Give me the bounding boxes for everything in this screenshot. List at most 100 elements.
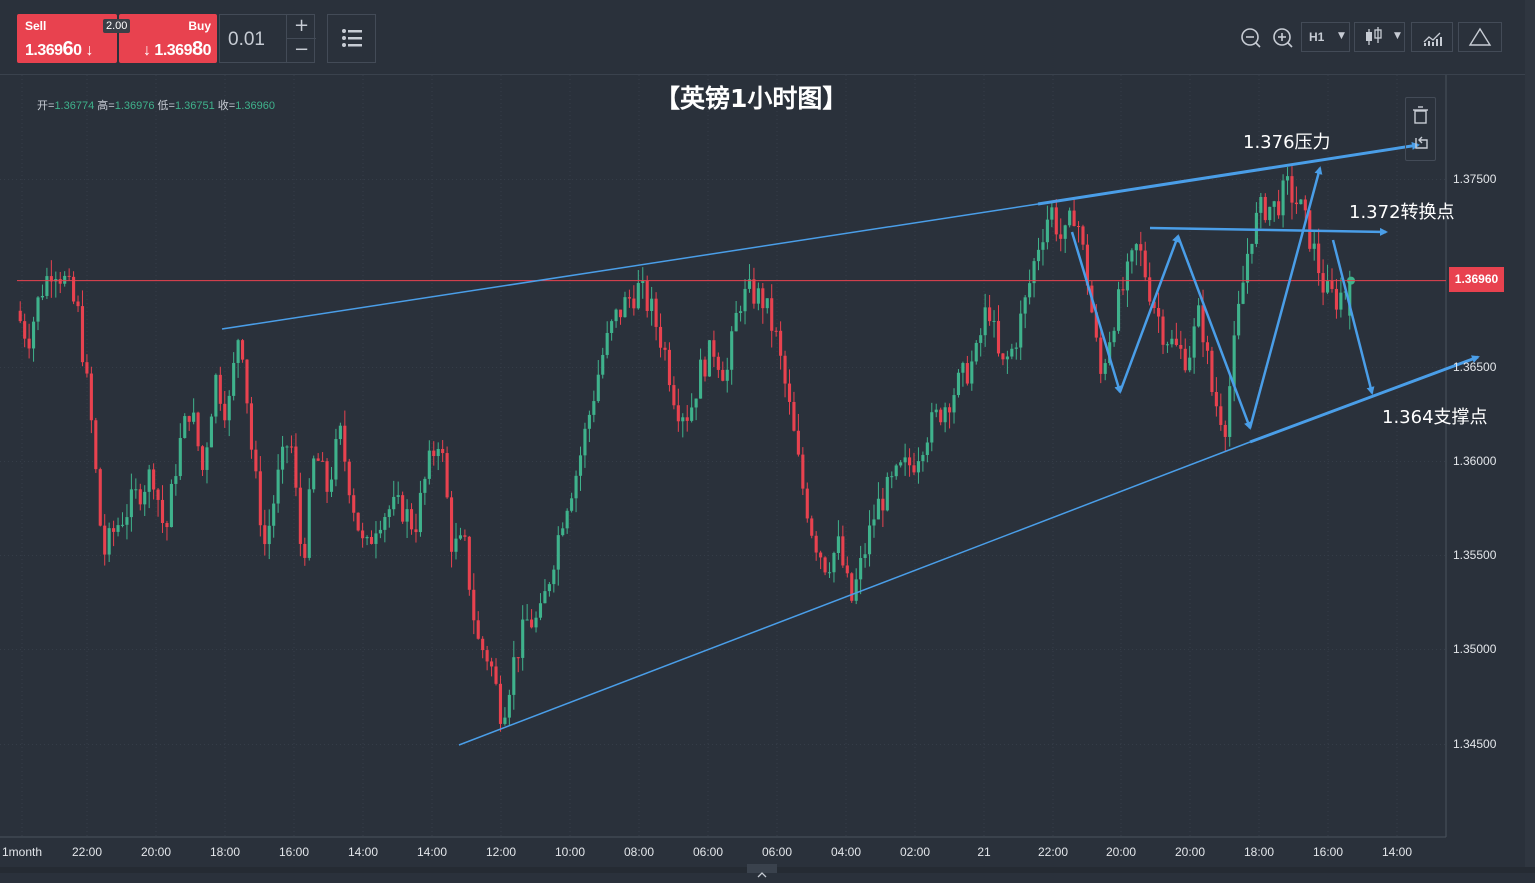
candle-body	[810, 518, 814, 536]
candle-body	[730, 331, 734, 370]
candle-body	[819, 552, 823, 558]
candle-body	[449, 497, 454, 552]
quantity-input[interactable]: 0.01	[228, 29, 265, 50]
candle-body	[921, 455, 925, 462]
candle-body	[427, 450, 431, 479]
pivot-line	[1149, 226, 1388, 236]
candle-body	[827, 572, 832, 574]
buy-label: Buy	[188, 19, 211, 33]
zoom-out-button[interactable]	[1238, 22, 1264, 52]
candle-body	[988, 307, 992, 322]
candle-body	[952, 395, 956, 413]
candle-body	[787, 383, 792, 402]
candle-body	[792, 401, 796, 431]
candle-body	[1205, 342, 1210, 351]
trash-icon[interactable]	[1406, 100, 1435, 130]
timeframe-select[interactable]: H1 ▼	[1301, 22, 1350, 52]
candle-body	[1223, 424, 1227, 437]
candle-body	[672, 385, 676, 406]
candle-body	[285, 446, 289, 448]
wave-arrow	[1118, 234, 1180, 393]
candle-body	[258, 471, 262, 526]
candle-body	[205, 447, 209, 470]
candle-body	[1059, 234, 1063, 239]
candle-body	[770, 298, 774, 331]
time-tick-label: 22:00	[71, 845, 103, 859]
candle-body	[160, 499, 165, 524]
candle-body	[1192, 326, 1196, 358]
candle-body	[663, 347, 667, 350]
buy-price: ↓ 1.36980	[142, 38, 212, 60]
quantity-plus-button[interactable]: +	[286, 15, 316, 39]
candle-body	[272, 503, 276, 526]
panel-resize-handle[interactable]	[747, 864, 777, 878]
timeframe-label: H1	[1309, 30, 1325, 44]
sell-button[interactable]: Sell 1.36960 ↓	[17, 14, 117, 63]
price-tick-label: 1.35500	[1453, 547, 1497, 562]
candle-body	[916, 461, 921, 473]
zoom-out-icon	[1241, 28, 1261, 48]
candle-body	[516, 657, 520, 659]
candle-body	[979, 335, 983, 343]
orders-menu-button[interactable]	[327, 14, 376, 63]
candle-body	[63, 275, 67, 284]
time-tick-label: 14:00	[1381, 845, 1413, 859]
candle-body	[1321, 273, 1325, 293]
candle-body	[752, 279, 756, 304]
candle-body	[1277, 201, 1281, 216]
candle-body	[329, 479, 334, 492]
candle-body	[1188, 357, 1192, 371]
drawing-tools-button[interactable]	[1458, 22, 1502, 52]
candle-body	[747, 279, 752, 289]
candle-body	[681, 417, 685, 422]
price-tick-label: 1.34500	[1453, 736, 1497, 751]
candle-body	[1197, 305, 1201, 327]
candle-body	[178, 437, 182, 477]
candle-body	[472, 589, 476, 621]
zoom-in-button[interactable]	[1270, 22, 1296, 52]
chart-type-select[interactable]: ▼	[1354, 22, 1405, 52]
candle-body	[27, 338, 31, 349]
candle-body	[236, 340, 240, 363]
candle-body	[454, 538, 458, 552]
chart-background	[0, 75, 1446, 837]
candle-body	[1125, 261, 1129, 291]
candle-body	[578, 455, 583, 476]
candle-body	[841, 536, 845, 566]
candle-body	[89, 373, 93, 421]
candle-body	[801, 454, 805, 489]
time-tick-label: 06:00	[761, 845, 793, 859]
candle-body	[418, 492, 422, 533]
candle-body	[912, 465, 916, 473]
candle-body	[405, 509, 409, 522]
candle-body	[1108, 342, 1112, 364]
candle-body	[939, 409, 943, 423]
candle-body	[570, 498, 574, 511]
trend-drawings[interactable]	[221, 141, 1480, 746]
candle-body	[85, 362, 89, 374]
candle-body	[445, 453, 449, 498]
candle-body	[867, 525, 872, 555]
candle-body	[961, 363, 965, 373]
wave-arrow	[1248, 166, 1323, 429]
candle-body	[356, 512, 360, 531]
buy-button[interactable]: Buy ↓ 1.36980	[119, 14, 217, 63]
down-arrow-icon: ↓	[85, 42, 94, 59]
indicators-button[interactable]	[1411, 22, 1453, 52]
candle-body	[1157, 308, 1161, 317]
candle-body	[436, 448, 440, 457]
candle-body	[512, 657, 516, 695]
right-scrollbar[interactable]	[1525, 0, 1535, 873]
reset-icon[interactable]	[1406, 130, 1435, 160]
candle-body	[45, 276, 49, 296]
time-tick-label: 14:00	[416, 845, 448, 859]
candle-body	[281, 446, 285, 470]
candle-body	[325, 461, 329, 492]
candle-body	[925, 442, 929, 456]
candle-body	[823, 557, 827, 573]
quantity-minus-button[interactable]: −	[286, 39, 316, 62]
candle-body	[1325, 280, 1330, 293]
candle-body	[1076, 226, 1081, 228]
price-chart[interactable]	[0, 75, 1535, 867]
spread-badge: 2.00	[103, 19, 131, 33]
